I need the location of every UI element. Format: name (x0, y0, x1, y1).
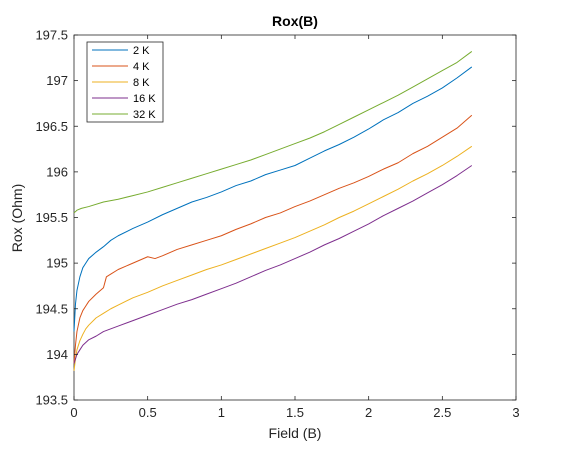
chart-title: Rox(B) (272, 13, 318, 29)
y-axis-label: Rox (Ohm) (9, 184, 25, 252)
x-tick-label: 0 (70, 405, 77, 420)
x-tick-label: 3 (512, 405, 519, 420)
series-line-16k (73, 165, 473, 364)
legend-label: 16 K (133, 93, 156, 105)
legend-items: 2 K 4 K 8 K 16 K 32 K (92, 45, 156, 121)
y-tick-label: 197 (46, 73, 68, 88)
series-line-2k (73, 66, 473, 332)
x-tick-label: 1 (218, 405, 225, 420)
y-tick-label: 194.5 (35, 301, 68, 316)
y-tick-label: 194 (46, 347, 68, 362)
legend-label: 4 K (133, 61, 150, 73)
y-tick-label: 196 (46, 164, 68, 179)
x-axis-ticks: 0 0.5 1 1.5 2 2.5 3 (70, 35, 520, 420)
series-line-32k (73, 51, 473, 214)
x-tick-label: 1.5 (286, 405, 304, 420)
legend-label: 32 K (133, 109, 156, 121)
x-tick-label: 2.5 (433, 405, 451, 420)
x-tick-label: 2 (365, 405, 372, 420)
series-layer (73, 51, 473, 371)
y-tick-label: 195 (46, 256, 68, 271)
series-line-8k (73, 145, 473, 371)
x-axis-label: Field (B) (269, 425, 322, 441)
y-tick-label: 196.5 (35, 119, 68, 134)
legend-label: 2 K (133, 45, 150, 57)
legend: 2 K 4 K 8 K 16 K 32 K (86, 41, 164, 123)
legend-label: 8 K (133, 77, 150, 89)
x-tick-label: 0.5 (139, 405, 157, 420)
y-tick-label: 193.5 (35, 393, 68, 408)
y-axis-ticks: 193.5 194 194.5 195 195.5 196 196.5 197 197.5 (35, 28, 516, 408)
series-line-4k (73, 114, 473, 364)
y-tick-label: 197.5 (35, 28, 68, 43)
y-tick-label: 195.5 (35, 210, 68, 225)
